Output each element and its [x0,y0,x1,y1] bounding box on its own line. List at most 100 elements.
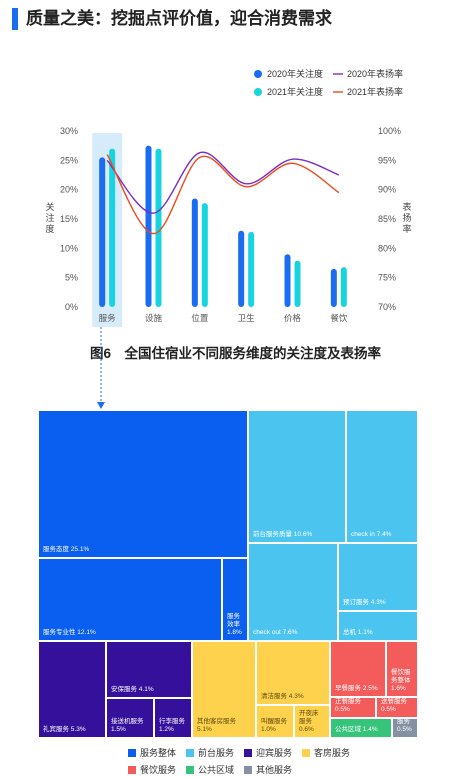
legend-swatch [128,766,136,774]
legend-item: 服务整体 [128,746,176,759]
treemap-tile-label: check out 7.6% [253,629,298,636]
treemap-tile: 早餐服务 2.5% [330,641,386,697]
legend-item: 前台服务 [186,746,234,759]
bar-2020年关注度 [191,198,198,307]
legend-label: 前台服务 [198,748,235,758]
treemap-tile-label: 安保服务 4.1% [111,686,154,693]
y2-tick-label: 75% [378,273,396,283]
treemap-tile: check in 7.4% [346,410,418,543]
treemap-tile-label: 其他客房服务 5.1% [197,718,236,733]
treemap-tile: 公共区域 1.4% [330,718,392,738]
treemap-tile: 餐饮服 务整体 1.6% [386,641,418,697]
treemap-tile-label: 其他 服务 0.5% [397,718,412,733]
legend-item: 餐饮服务 [128,763,176,776]
line-2020年表扬率 [106,151,340,214]
treemap-tile: 预订服务 4.3% [338,543,418,611]
treemap-tile-label: 正餐服务 0.5% [335,698,361,713]
legend-row: 餐饮服务 公共区域 其他服务 [128,763,302,776]
legend-label: 2021年关注度 [267,86,323,97]
y2-tick-label: 90% [378,185,396,195]
bar-2021年关注度 [109,148,116,307]
treemap-tile-label: 清洁服务 4.3% [261,693,304,700]
treemap-tile: 礼宾服务 5.3% [38,641,106,738]
y-tick-label: 5% [65,273,78,283]
y-tick-label: 30% [60,126,78,136]
legend-label: 2021年表扬率 [347,86,403,97]
treemap-tile-label: 叫醒服务 1.0% [261,718,287,733]
legend-swatch [244,749,253,757]
treemap-tile: 总机 1.1% [338,611,418,641]
treemap-tile: check out 7.6% [248,543,338,641]
connector-arrowhead [97,402,105,409]
bar-2021年关注度 [201,203,208,307]
treemap-tile-label: 行李服务 1.2% [159,718,185,733]
treemap-tile: 接送机服务 1.5% [106,698,154,738]
service-treemap: 服务态度 25.1% 服务专业性 12.1% 服务 效率 1.8% 前台服务质量 10… [38,410,418,738]
x-tick-label: 设施 [145,313,163,323]
highlight-band [92,133,123,327]
treemap-tile: 其他 服务 0.5% [392,718,418,738]
bar-2020年关注度 [145,145,152,307]
y-axis-title: 关注度 [45,201,54,234]
y2-tick-label: 80% [378,243,396,253]
legend-item: 迎宾服务 [244,746,292,759]
treemap-tile-label: 早餐服务 2.5% [335,685,378,692]
legend-row: 服务整体 前台服务 迎宾服务 客房服务 [128,746,360,759]
y-tick-label: 25% [60,155,78,165]
treemap-tile: 服务态度 25.1% [38,410,248,558]
treemap-tile-label: 服务 效率 1.8% [227,613,242,636]
y-tick-label: 15% [60,214,78,224]
treemap-tile: 开夜床 服务 0.6% [294,705,330,738]
y-tick-label: 0% [65,302,78,312]
legend-label: 迎宾服务 [256,748,293,758]
legend-label: 餐饮服务 [140,765,177,775]
y2-tick-label: 70% [378,302,396,312]
x-tick-label: 位置 [191,313,209,323]
legend-label: 客房服务 [314,748,351,758]
legend-swatch [186,749,195,757]
legend-label: 2020年表扬率 [347,68,403,79]
legend-label: 公共区域 [198,765,235,775]
x-tick-label: 价格 [284,313,302,323]
legend-label: 服务整体 [140,748,177,758]
legend-marker [254,70,262,78]
bar-2020年关注度 [238,230,245,307]
legend-label: 其他服务 [256,765,293,775]
treemap-tile-label: 总机 1.1% [343,629,373,636]
bar-2020年关注度 [330,268,337,307]
legend-item: 其他服务 [244,763,292,776]
legend-item: 公共区域 [186,763,234,776]
treemap-tile: 服务专业性 12.1% [38,558,222,641]
bar-2021年关注度 [294,260,301,307]
treemap-tile: 安保服务 4.1% [106,641,192,698]
treemap-tile-label: 预订服务 4.3% [343,599,386,606]
treemap-tile: 叫醒服务 1.0% [256,705,294,738]
y2-tick-label: 95% [378,155,396,165]
x-tick-label: 卫生 [238,313,256,323]
treemap-tile: 送餐服务 0.5% [376,697,418,718]
y-tick-label: 20% [60,185,78,195]
bar-2021年关注度 [248,231,255,307]
bar-2020年关注度 [99,157,106,307]
legend-swatch [244,766,253,774]
bar-2020年关注度 [284,254,291,307]
treemap-tile: 清洁服务 4.3% [256,641,330,705]
treemap-tile-label: 服务态度 25.1% [43,546,90,553]
treemap-tile-label: 开夜床 服务 0.6% [299,710,319,733]
bar-2021年关注度 [155,148,162,307]
bar-2021年关注度 [340,267,347,307]
y2-tick-label: 85% [378,214,396,224]
y-tick-label: 10% [60,243,78,253]
treemap-tile: 其他客房服务 5.1% [192,641,256,738]
treemap-tile-label: 接送机服务 1.5% [111,718,144,733]
legend-label: 2020年关注度 [267,68,323,79]
treemap-tile: 前台服务质量 10.6% [248,410,346,543]
x-tick-label: 餐饮 [330,313,348,323]
treemap-tile-label: 服务专业性 12.1% [43,629,96,636]
treemap-tile-label: 送餐服务 0.5% [381,698,407,713]
legend-swatch [186,766,195,774]
treemap-tile-label: 公共区域 1.4% [335,726,378,733]
legend-marker [254,88,262,96]
legend-item: 客房服务 [302,746,350,759]
attention-praise-chart: 0% 5% 10% 15% 20% 25% 30% 70% 75% 80% 85% 90% 95% 100… [45,68,412,327]
